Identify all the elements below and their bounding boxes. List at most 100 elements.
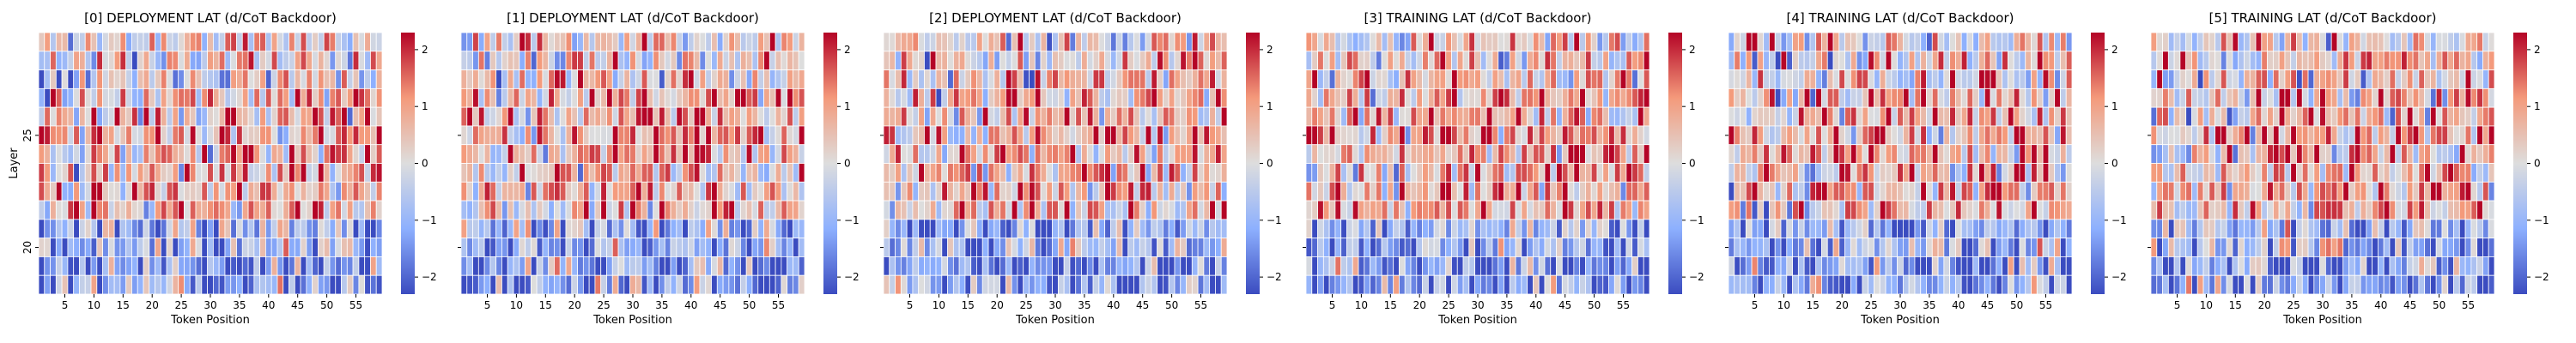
heatmap-cell — [149, 200, 155, 220]
heatmap-cell — [155, 219, 161, 239]
heatmap-cell — [2036, 181, 2044, 202]
heatmap-cell — [230, 200, 237, 220]
heatmap-cell — [2244, 163, 2251, 183]
heatmap-cell — [1897, 274, 1904, 295]
heatmap-cell — [1133, 181, 1140, 202]
heatmap-cell — [993, 32, 1000, 52]
heatmap-cell — [2470, 32, 2478, 52]
heatmap-cell — [1197, 238, 1205, 257]
heatmap-cell — [793, 69, 799, 89]
heatmap-cell — [1914, 125, 1922, 146]
heatmap-cell — [1538, 219, 1546, 239]
heatmap-cell — [964, 200, 972, 220]
heatmap-cell — [711, 51, 718, 70]
heatmap-cell — [617, 69, 625, 89]
heatmap-cell — [2324, 32, 2332, 52]
heatmap-cell — [2482, 144, 2489, 164]
heatmap-cell — [1479, 219, 1487, 239]
heatmap-cell — [1311, 32, 1318, 52]
heatmap-cell — [889, 200, 896, 220]
heatmap-cell — [2226, 144, 2233, 164]
heatmap-cell — [2406, 200, 2414, 220]
heatmap-cell — [906, 106, 914, 127]
heatmap-cell — [1052, 32, 1059, 52]
heatmap-cell — [2031, 69, 2038, 89]
heatmap-cell — [1023, 200, 1030, 220]
heatmap-cell — [1311, 256, 1318, 276]
heatmap-cell — [918, 87, 925, 108]
heatmap-cell — [1422, 256, 1429, 276]
heatmap-cell — [1092, 51, 1100, 70]
heatmap-cell — [1197, 144, 1205, 164]
heatmap-cell — [1209, 32, 1216, 52]
heatmap-cell — [2150, 69, 2158, 89]
heatmap-cell — [276, 256, 284, 276]
heatmap-cell — [312, 238, 319, 257]
heatmap-cell — [629, 200, 636, 220]
heatmap-cell — [1926, 32, 1933, 52]
heatmap-cell — [1608, 51, 1615, 70]
heatmap-cell — [55, 32, 63, 52]
heatmap-cell — [964, 219, 972, 239]
heatmap-cell — [166, 51, 173, 70]
heatmap-cell — [1868, 200, 1874, 220]
heatmap-cell — [1943, 256, 1951, 276]
heatmap-cell — [2150, 106, 2158, 127]
heatmap-cell — [1515, 51, 1522, 70]
heatmap-cell — [1996, 219, 2003, 239]
heatmap-cell — [1914, 200, 1922, 220]
heatmap-cell — [2179, 106, 2187, 127]
heatmap-cell — [1046, 144, 1054, 164]
heatmap-cell — [1474, 32, 1481, 52]
heatmap-cell — [1387, 256, 1394, 276]
heatmap-cell — [2401, 106, 2408, 127]
heatmap-cell — [1809, 87, 1817, 108]
heatmap-cell — [1334, 69, 1342, 89]
heatmap-cell — [775, 256, 782, 276]
heatmap-cell — [1139, 32, 1146, 52]
heatmap-cell — [1468, 87, 1476, 108]
heatmap-cell — [1057, 181, 1065, 202]
heatmap-cell — [769, 256, 776, 276]
heatmap-cell — [519, 200, 526, 220]
heatmap-cell — [740, 32, 747, 52]
heatmap-cell — [2418, 106, 2426, 127]
heatmap-cell — [2162, 32, 2169, 52]
heatmap-cell — [2267, 69, 2274, 89]
heatmap-cell — [1797, 32, 1805, 52]
heatmap-cell — [1474, 144, 1481, 164]
heatmap-cell — [1098, 200, 1106, 220]
heatmap-cell — [1468, 69, 1476, 89]
heatmap-cell — [265, 106, 272, 127]
heatmap-cell — [300, 125, 307, 146]
heatmap-cell — [670, 274, 677, 295]
heatmap-cell — [2284, 219, 2292, 239]
heatmap-cell — [1186, 106, 1193, 127]
heatmap-cell — [370, 125, 377, 146]
heatmap-cell — [1908, 200, 1916, 220]
heatmap-cell — [1364, 256, 1370, 276]
heatmap-cell — [781, 200, 788, 220]
heatmap-cell — [2060, 256, 2067, 276]
heatmap-cell — [1527, 181, 1534, 202]
heatmap-cell — [477, 219, 485, 239]
heatmap-cell — [1780, 32, 1788, 52]
heatmap-cell — [1521, 200, 1528, 220]
heatmap-cell — [617, 274, 625, 295]
heatmap-cell — [1370, 87, 1376, 108]
heatmap-cell — [270, 125, 278, 146]
heatmap-cell — [1422, 69, 1429, 89]
heatmap-cell — [1220, 274, 1228, 295]
heatmap-cell — [1393, 256, 1400, 276]
heatmap-cell — [2447, 125, 2454, 146]
heatmap-cell — [653, 69, 659, 89]
heatmap-cell — [1046, 163, 1054, 183]
heatmap-cell — [2167, 238, 2175, 257]
heatmap-cell — [323, 163, 331, 183]
heatmap-cell — [734, 32, 741, 52]
heatmap-cell — [2435, 125, 2443, 146]
heatmap-cell — [722, 51, 730, 70]
heatmap-cell — [265, 125, 272, 146]
heatmap-cell — [2202, 200, 2210, 220]
heatmap-cell — [1381, 219, 1388, 239]
